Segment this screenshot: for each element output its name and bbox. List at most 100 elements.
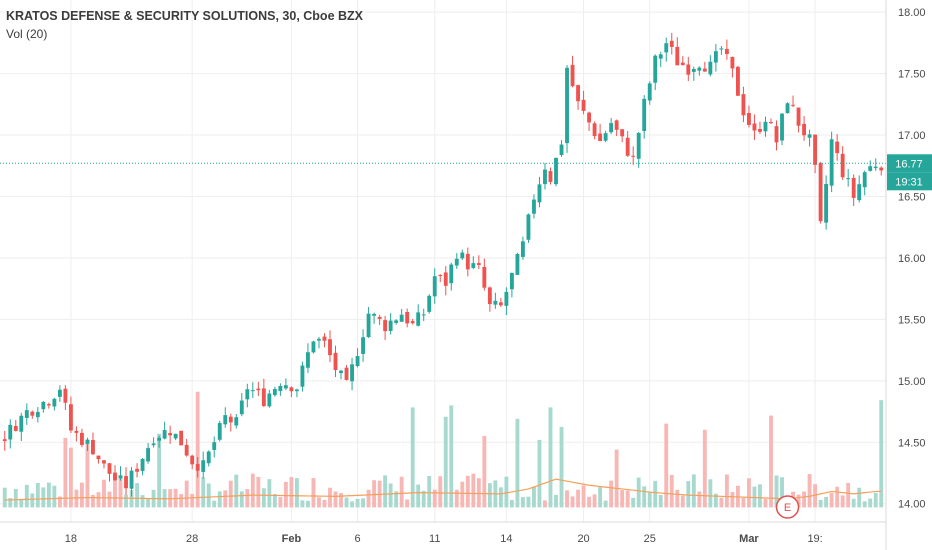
candle-body: [664, 43, 669, 53]
candle-body: [487, 287, 492, 305]
volume-bar: [620, 490, 625, 508]
x-tick-label: 11: [429, 533, 440, 545]
candle-body: [35, 411, 40, 418]
chart-title: KRATOS DEFENSE & SECURITY SOLUTIONS, 30,…: [6, 9, 363, 23]
candle-body: [250, 390, 255, 392]
volume-bar: [664, 423, 669, 508]
candle-body: [372, 313, 377, 316]
x-tick-label: 20: [577, 533, 589, 545]
volume-bar: [30, 493, 35, 508]
volume-bar: [603, 500, 608, 508]
volume-bar: [509, 499, 514, 508]
volume-bar: [691, 474, 696, 508]
candle-body: [234, 417, 239, 426]
x-tick-label: 6: [354, 533, 360, 545]
candle-body: [818, 163, 823, 222]
candle-body: [328, 339, 332, 356]
candle-body: [829, 139, 834, 186]
candle-body: [807, 134, 812, 138]
volume-bar: [74, 489, 79, 508]
volume-bar: [394, 491, 399, 508]
candle-body: [493, 300, 498, 305]
candle-body: [460, 252, 465, 259]
volume-bar: [46, 482, 51, 508]
volume-bar: [405, 499, 410, 508]
candle-body: [217, 423, 222, 440]
candle-body: [785, 103, 790, 114]
y-tick-label: 14.50: [898, 437, 926, 449]
volume-bar: [212, 500, 217, 508]
candle-body: [813, 134, 818, 165]
candle-body: [857, 184, 862, 201]
volume-bar: [565, 490, 569, 508]
volume-bar: [85, 439, 90, 508]
volume-bar: [52, 485, 57, 508]
candle-body: [405, 311, 410, 324]
volume-bar: [526, 496, 531, 508]
candle-body: [317, 338, 321, 341]
volume-bar: [223, 490, 228, 508]
y-tick-label: 15.50: [898, 314, 926, 326]
countdown-tag-bg: [887, 172, 932, 191]
candle-body: [212, 442, 217, 450]
x-tick-label: 19:: [807, 533, 822, 545]
volume-bar: [460, 481, 465, 508]
volume-bar: [763, 498, 768, 508]
candle-body: [195, 463, 200, 471]
volume-bar: [675, 489, 680, 508]
volume-bar: [846, 482, 851, 508]
candle-body: [537, 184, 542, 203]
volume-bar: [317, 497, 321, 508]
volume-bar: [476, 478, 481, 508]
volume-bar: [339, 493, 343, 508]
last-price-value: 16.77: [895, 158, 923, 170]
candle-body: [758, 128, 762, 132]
earnings-marker[interactable]: E: [775, 495, 800, 519]
candle-body: [702, 68, 707, 72]
volume-bar: [449, 405, 454, 508]
volume-bar: [19, 499, 24, 508]
candle-body: [146, 448, 151, 462]
volume-bar: [857, 487, 862, 508]
candle-body: [471, 263, 476, 268]
volume-bar: [190, 493, 195, 508]
volume-bar: [146, 498, 151, 508]
volume-bar: [135, 483, 139, 508]
candle-body: [410, 321, 415, 324]
volume-bar: [322, 499, 327, 508]
volume-bar: [697, 491, 702, 508]
volume-bar: [537, 439, 542, 508]
candle-body: [636, 132, 641, 159]
candle-body: [697, 67, 702, 71]
volume-indicator-label[interactable]: Vol (20): [6, 27, 48, 41]
volume-bar: [647, 491, 652, 508]
candle-body: [532, 199, 536, 214]
candle-body: [603, 133, 608, 141]
volume-bar: [366, 489, 371, 508]
candle-body: [239, 400, 244, 415]
volume-bar: [559, 426, 564, 508]
volume-bar: [614, 449, 619, 508]
candle-body: [868, 166, 873, 171]
candle-body: [157, 437, 162, 441]
candle-body: [129, 470, 134, 489]
volume-bar: [421, 490, 426, 508]
volume-bar: [625, 490, 630, 508]
candle-body: [206, 451, 211, 464]
volume-bar: [118, 476, 123, 508]
volume-bar: [113, 475, 117, 508]
volume-bar: [157, 433, 162, 508]
volume-bar: [780, 477, 784, 508]
candle-body: [118, 475, 123, 479]
candle-body: [565, 67, 569, 144]
volume-bar: [818, 499, 823, 508]
candle-body: [427, 295, 432, 312]
volume-bar: [570, 496, 575, 508]
candle-body: [96, 455, 101, 460]
volume-bar: [206, 483, 211, 508]
candle-body: [620, 129, 625, 137]
candle-body: [730, 56, 735, 69]
candle-body: [625, 137, 630, 156]
candle-body: [686, 64, 691, 75]
